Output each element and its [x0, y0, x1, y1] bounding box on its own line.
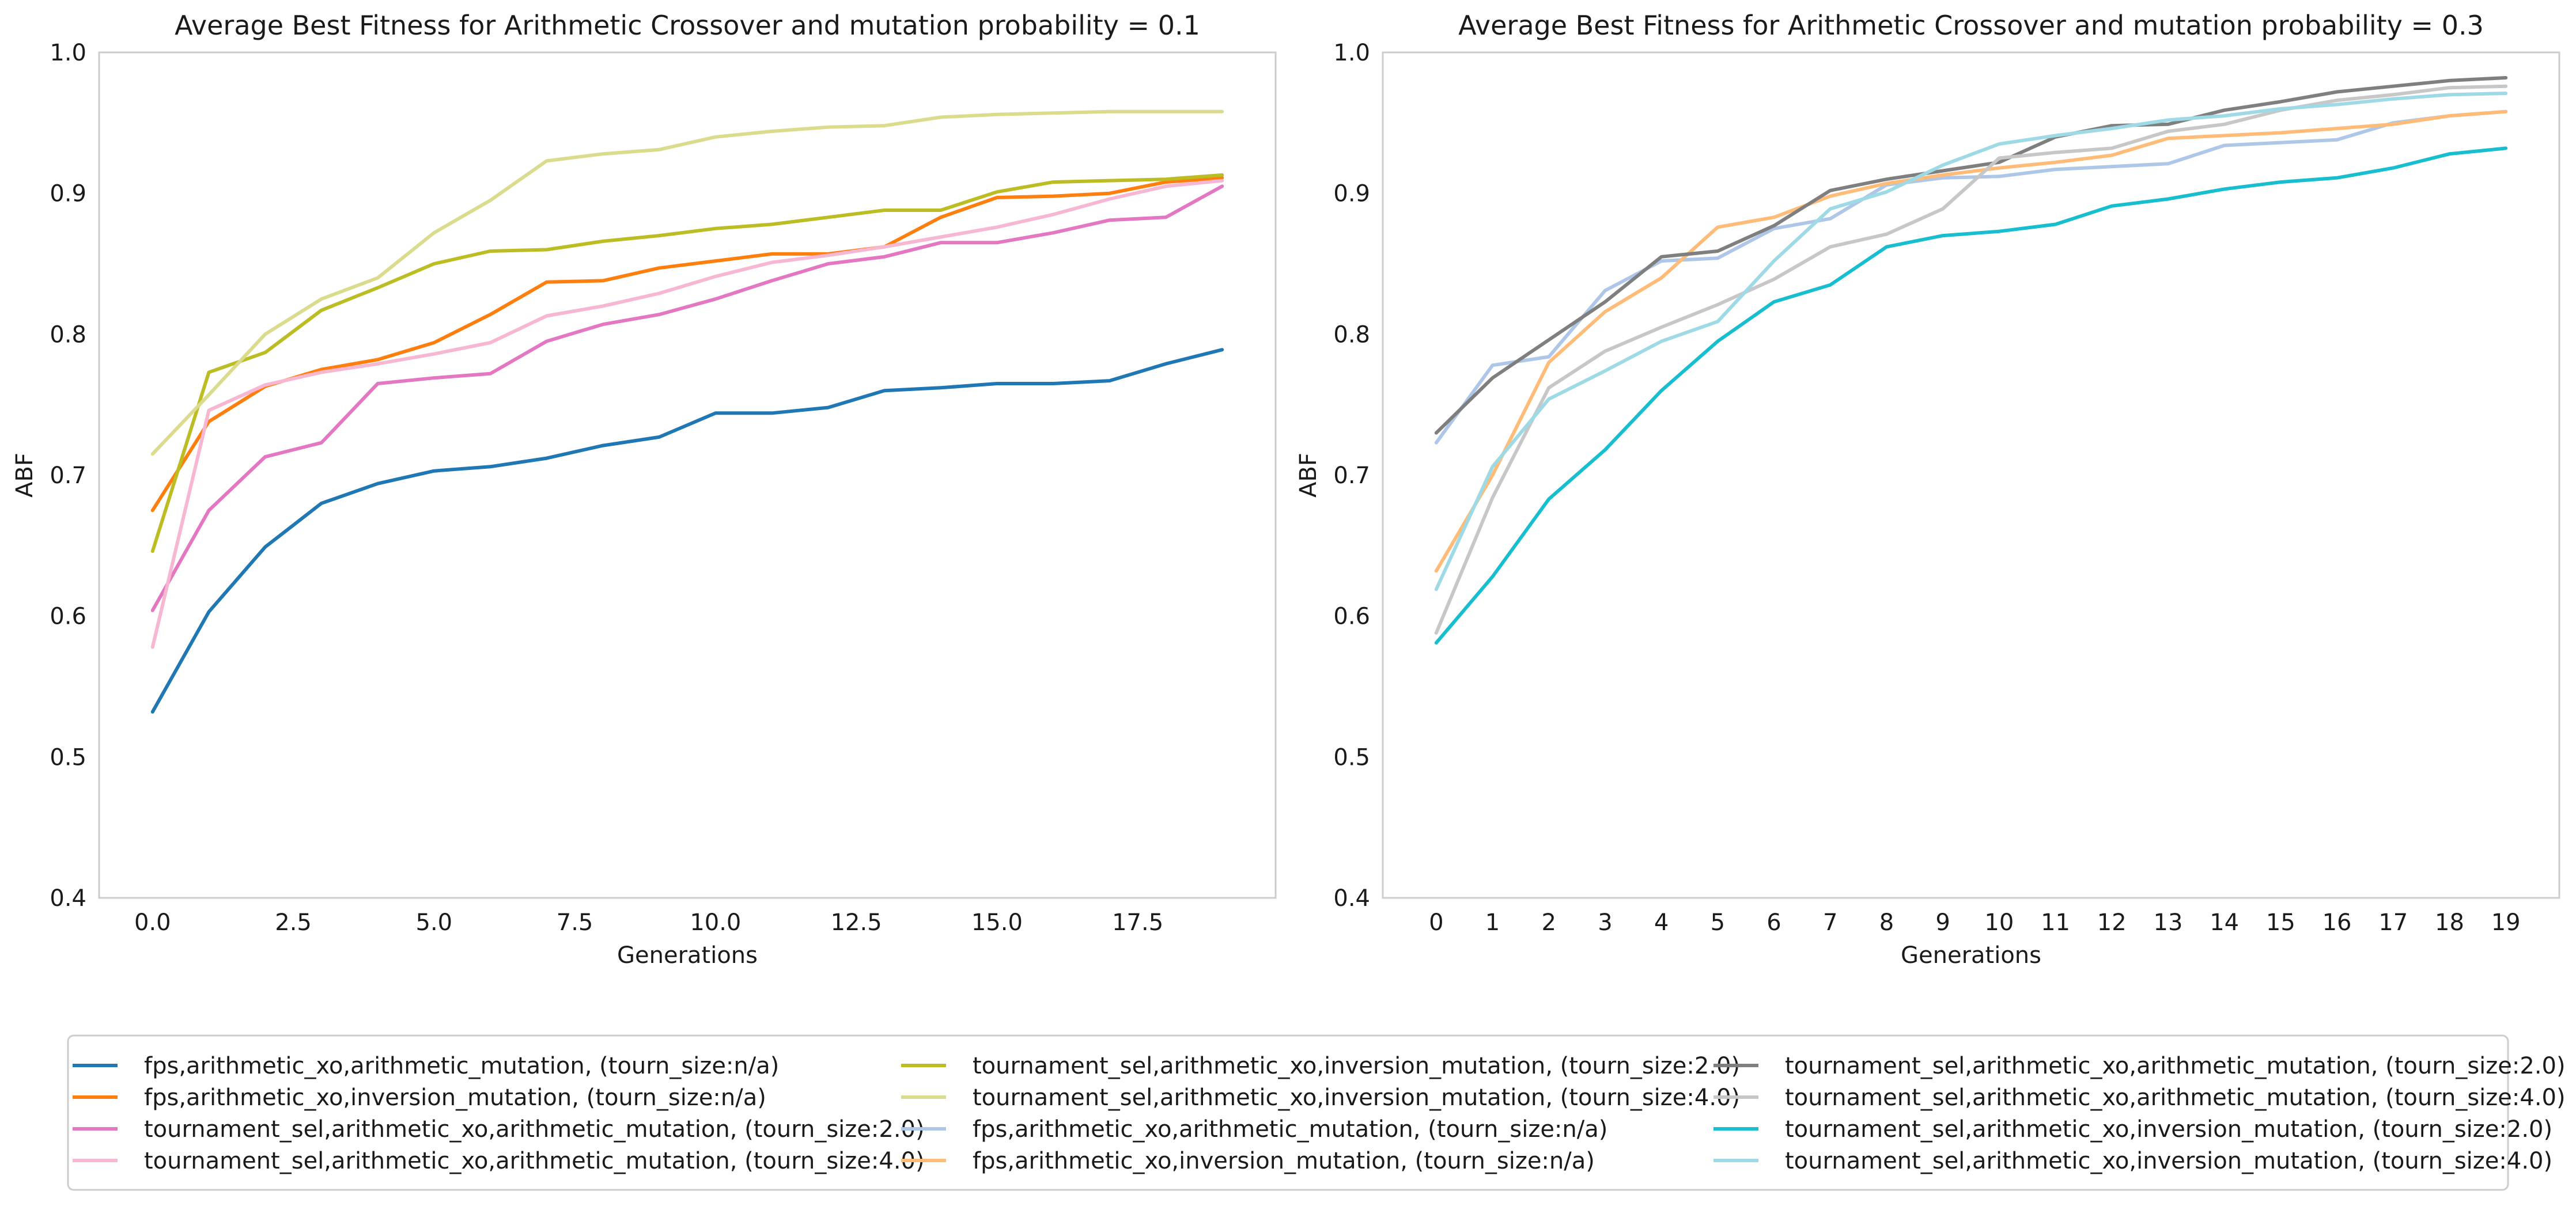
chart-left-y-tick-label: 0.7: [50, 462, 86, 489]
chart-right-plot-area: [1382, 51, 2560, 899]
chart-right-x-tick-label: 3: [1598, 909, 1612, 936]
legend-label: tournament_sel,arithmetic_xo,arithmetic_…: [144, 1148, 925, 1174]
legend-label: tournament_sel,arithmetic_xo,arithmetic_…: [1785, 1084, 2566, 1111]
chart-right-x-tick-label: 7: [1823, 909, 1837, 936]
chart-left-y-tick-label: 0.6: [50, 604, 86, 630]
chart-left-x-tick-label: 12.5: [831, 909, 882, 936]
chart-right-x-tick-label: 12: [2097, 909, 2127, 936]
chart-right-y-tick-label: 0.9: [1333, 181, 1370, 207]
chart-left-series-line-5: [150, 173, 1224, 553]
chart-left-series-line-4: [150, 179, 1224, 649]
chart-left-y-axis-label: ABF: [12, 453, 38, 498]
chart-right-series-line-2: [1434, 109, 2508, 573]
chart-right-x-tick-label: 0: [1429, 909, 1443, 936]
chart-left-x-tick-label: 5.0: [416, 909, 453, 936]
chart-left: Average Best Fitness for Arithmetic Cros…: [12, 10, 1277, 969]
chart-left-y-tick-label: 0.8: [50, 321, 86, 348]
chart-right-series: [1434, 76, 2508, 645]
chart-right-y-axis-label: ABF: [1295, 453, 1322, 498]
chart-right-title: Average Best Fitness for Arithmetic Cros…: [1458, 10, 2484, 41]
chart-left-title: Average Best Fitness for Arithmetic Cros…: [175, 10, 1200, 41]
legend-label: tournament_sel,arithmetic_xo,inversion_m…: [973, 1053, 1740, 1079]
chart-right-y-tick-label: 0.8: [1333, 321, 1370, 348]
chart-right-x-tick-label: 11: [2041, 909, 2070, 936]
legend-label: tournament_sel,arithmetic_xo,inversion_m…: [1785, 1148, 2552, 1174]
chart-right-series-line-4: [1434, 84, 2508, 635]
legend-label: tournament_sel,arithmetic_xo,arithmetic_…: [144, 1116, 925, 1143]
legend-label: tournament_sel,arithmetic_xo,inversion_m…: [973, 1084, 1740, 1111]
legend: fps,arithmetic_xo,arithmetic_mutation, (…: [67, 1034, 2566, 1191]
chart-right-series-line-3: [1434, 76, 2508, 435]
legend-frame: [67, 1034, 2509, 1191]
legend-label: tournament_sel,arithmetic_xo,inversion_m…: [1785, 1116, 2552, 1143]
chart-right-y-tick-label: 0.7: [1333, 462, 1370, 489]
chart-right-y-tick-label: 0.4: [1333, 885, 1370, 912]
chart-left-x-tick-label: 0.0: [134, 909, 171, 936]
chart-left-x-tick-label: 7.5: [557, 909, 593, 936]
chart-left-ticks: 0.4 0.5 0.6 0.7 0.8 0.9 1.0 0.0 2.5 5.0 7.5 10.0 12.…: [50, 40, 1163, 936]
chart-right-y-tick-label: 1.0: [1333, 40, 1370, 66]
chart-left-series-line-2: [150, 176, 1224, 513]
chart-left-x-tick-label: 10.0: [690, 909, 741, 936]
legend-items: fps,arithmetic_xo,arithmetic_mutation, (…: [73, 1053, 2566, 1174]
chart-right-y-tick-label: 0.5: [1333, 744, 1370, 771]
chart-right-x-tick-label: 19: [2491, 909, 2521, 936]
chart-right-x-tick-label: 13: [2154, 909, 2183, 936]
chart-left-series: [150, 109, 1224, 714]
chart-right: Average Best Fitness for Arithmetic Cros…: [1295, 10, 2560, 969]
chart-left-y-tick-label: 0.5: [50, 744, 86, 771]
chart-left-x-tick-label: 17.5: [1112, 909, 1163, 936]
chart-left-x-axis-label: Generations: [617, 942, 758, 969]
chart-right-series-line-1: [1434, 109, 2508, 445]
legend-label: tournament_sel,arithmetic_xo,arithmetic_…: [1785, 1053, 2566, 1079]
chart-right-x-tick-label: 17: [2378, 909, 2408, 936]
legend-label: fps,arithmetic_xo,arithmetic_mutation, (…: [144, 1053, 779, 1079]
legend-label: fps,arithmetic_xo,arithmetic_mutation, (…: [973, 1116, 1607, 1143]
chart-left-series-line-6: [150, 109, 1224, 456]
chart-right-x-tick-label: 8: [1879, 909, 1894, 936]
chart-left-y-tick-label: 1.0: [50, 40, 86, 66]
legend-label: fps,arithmetic_xo,inversion_mutation, (t…: [973, 1148, 1595, 1174]
chart-right-x-tick-label: 4: [1654, 909, 1669, 936]
chart-right-x-axis-label: Generations: [1901, 942, 2041, 969]
chart-left-x-tick-label: 2.5: [275, 909, 312, 936]
chart-right-x-tick-label: 6: [1766, 909, 1781, 936]
chart-right-x-tick-label: 1: [1485, 909, 1500, 936]
chart-right-series-line-6: [1434, 92, 2508, 591]
chart-left-series-line-3: [150, 184, 1224, 612]
chart-right-y-tick-label: 0.6: [1333, 604, 1370, 630]
chart-right-x-tick-label: 5: [1711, 909, 1725, 936]
chart-right-x-tick-label: 18: [2435, 909, 2464, 936]
chart-left-plot-area: [98, 51, 1277, 899]
legend-label: fps,arithmetic_xo,inversion_mutation, (t…: [144, 1084, 766, 1111]
chart-right-ticks: 0.40.50.60.70.80.91.00 1 2 3 4 5 6 7 8 9 10 11 12 13 1…: [1333, 40, 2520, 936]
chart-right-x-tick-label: 16: [2322, 909, 2352, 936]
chart-right-x-tick-label: 9: [1935, 909, 1950, 936]
chart-right-x-tick-label: 2: [1541, 909, 1556, 936]
chart-right-x-tick-label: 14: [2210, 909, 2239, 936]
chart-right-x-tick-label: 10: [1984, 909, 2014, 936]
chart-right-x-tick-label: 15: [2266, 909, 2295, 936]
chart-left-series-line-1: [150, 348, 1224, 714]
chart-left-y-tick-label: 0.4: [50, 885, 86, 912]
chart-left-x-tick-label: 15.0: [971, 909, 1023, 936]
chart-right-series-line-5: [1434, 146, 2508, 645]
chart-left-y-tick-label: 0.9: [50, 181, 86, 207]
